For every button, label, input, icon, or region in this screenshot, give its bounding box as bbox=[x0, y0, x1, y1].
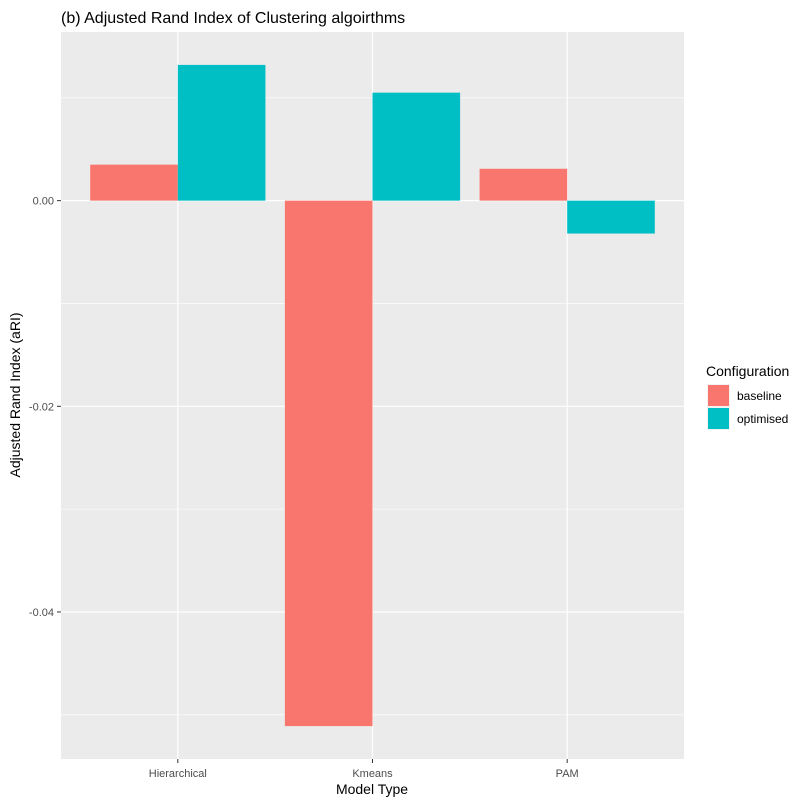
legend-items: baseline optimised bbox=[707, 384, 788, 430]
y-tick-label: -0.02 bbox=[29, 401, 54, 413]
legend: Configuration baseline optimised bbox=[706, 363, 789, 430]
bar-optimised-pam bbox=[567, 200, 655, 234]
y-axis-title: Adjusted Rand Index (aRI) bbox=[7, 313, 23, 478]
x-axis-ticks: Hierarchical Kmeans PAM bbox=[149, 759, 579, 780]
y-tick-label: 0.00 bbox=[33, 196, 54, 208]
legend-key-baseline bbox=[708, 385, 729, 406]
bars bbox=[90, 64, 655, 727]
y-tick-label: -0.04 bbox=[29, 607, 54, 619]
y-axis-ticks: 0.00 -0.02 -0.04 bbox=[29, 196, 61, 619]
bar-baseline-hierarchical bbox=[90, 164, 178, 201]
legend-key-optimised bbox=[708, 408, 729, 429]
x-tick-label: PAM bbox=[556, 768, 579, 780]
bar-baseline-kmeans bbox=[284, 200, 373, 727]
legend-label-baseline: baseline bbox=[737, 389, 782, 403]
legend-title: Configuration bbox=[706, 363, 789, 379]
bar-baseline-pam bbox=[479, 168, 568, 201]
legend-label-optimised: optimised bbox=[737, 412, 788, 426]
bar-optimised-hierarchical bbox=[177, 64, 266, 201]
x-axis-title: Model Type bbox=[336, 781, 408, 797]
x-tick-label: Hierarchical bbox=[149, 768, 207, 780]
bar-optimised-kmeans bbox=[372, 92, 461, 201]
chart-title: (b) Adjusted Rand Index of Clustering al… bbox=[61, 10, 405, 27]
x-tick-label: Kmeans bbox=[352, 768, 393, 780]
